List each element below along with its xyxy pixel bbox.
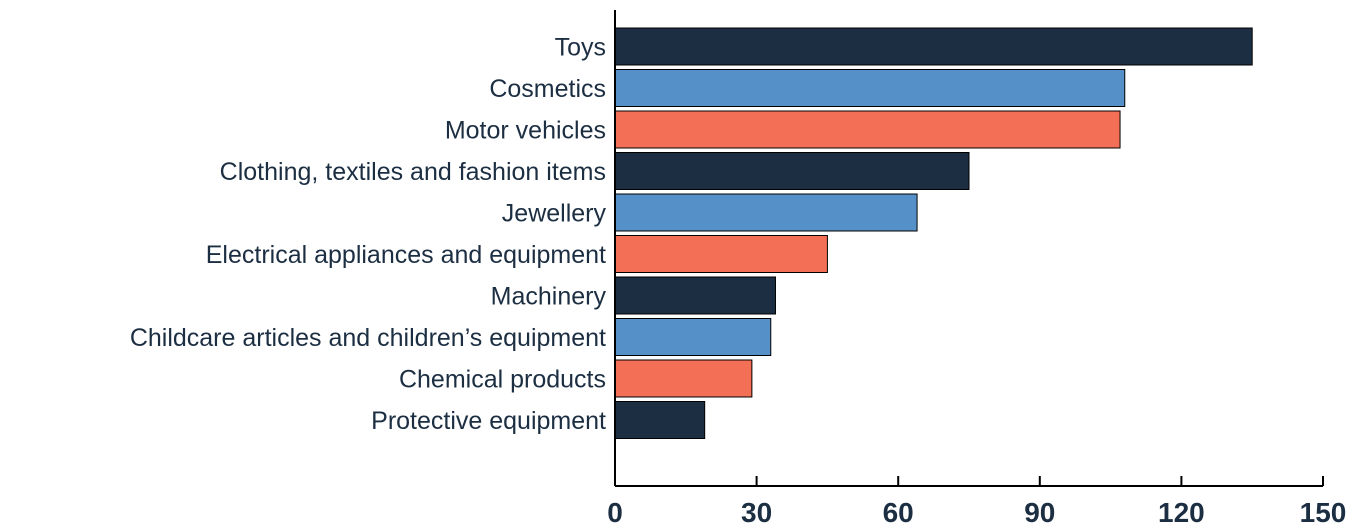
bar-8 <box>614 318 772 356</box>
x-tick-label: 60 <box>883 497 914 528</box>
category-label: Cosmetics <box>489 75 606 103</box>
category-label: Electrical appliances and equipment <box>206 241 606 269</box>
category-label: Protective equipment <box>371 407 606 435</box>
x-tick-label: 150 <box>1300 497 1347 528</box>
category-label: Machinery <box>491 283 607 311</box>
category-label: Childcare articles and children’s equipm… <box>130 324 606 352</box>
bar-1 <box>614 27 1253 66</box>
category-label: Clothing, textiles and fashion items <box>220 158 606 186</box>
bar-9 <box>614 359 753 398</box>
bar-4 <box>614 152 970 190</box>
bar-2 <box>614 69 1126 107</box>
x-tick-label: 30 <box>741 497 772 528</box>
bar-7 <box>614 276 776 315</box>
x-axis-ticks: 0 30 60 90 120 150 <box>607 476 1346 528</box>
bars-group <box>614 27 1253 439</box>
bar-5 <box>614 193 918 232</box>
x-tick-label: 120 <box>1158 497 1205 528</box>
category-label: Toys <box>555 34 606 62</box>
category-labels: Toys Cosmetics Motor vehicles Clothing, tex… <box>130 34 607 436</box>
category-label: Motor vehicles <box>445 117 606 145</box>
bar-6 <box>614 235 828 273</box>
bar-10 <box>614 401 706 439</box>
category-label: Jewellery <box>502 200 607 228</box>
x-tick-label: 90 <box>1024 497 1055 528</box>
x-tick-label: 0 <box>607 497 623 528</box>
bar-3 <box>614 110 1121 149</box>
category-label: Chemical products <box>399 366 606 394</box>
